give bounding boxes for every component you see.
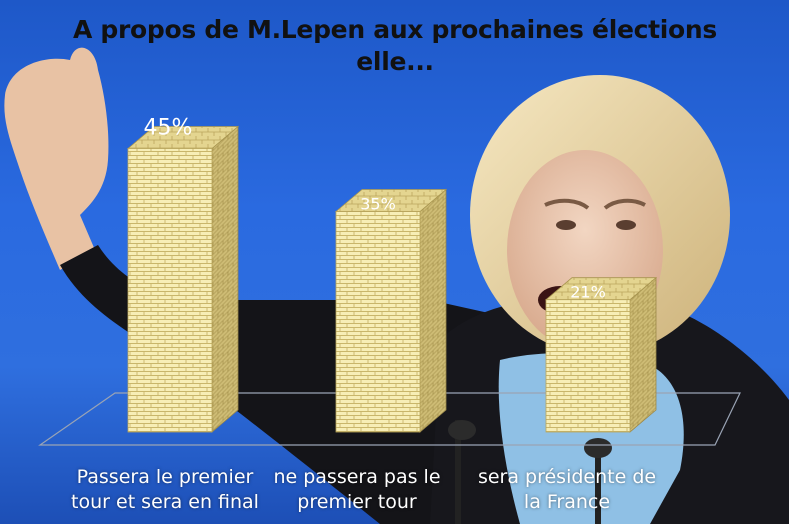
bar-3-side	[629, 276, 657, 433]
bar-2-front	[335, 211, 421, 433]
bar-1-front	[127, 148, 213, 433]
bar-1	[126, 125, 240, 433]
raised-hand	[4, 47, 109, 270]
chart-title-line-1: A propos de M.Lepen aux prochaines élect…	[72, 15, 718, 44]
chart-title-line-2: elle...	[356, 47, 434, 76]
bars-group	[126, 125, 658, 433]
bar-1-side	[211, 125, 239, 433]
category-label-1-line-1: Passera le premier	[76, 466, 254, 488]
category-label-1: Passera le premier tour et sera en final	[60, 465, 270, 515]
category-label-2: ne passera pas le premier tour	[252, 465, 462, 515]
chart-floor	[38, 392, 741, 446]
value-label-3: 21%	[570, 283, 606, 302]
category-label-3-line-2: la France	[523, 491, 611, 513]
chart-title: A propos de M.Lepen aux prochaines élect…	[60, 14, 730, 78]
value-labels-group: 45% 35% 21%	[144, 116, 606, 302]
category-label-2-line-1: ne passera pas le	[273, 466, 441, 488]
value-label-2: 35%	[360, 195, 396, 214]
category-label-3-line-1: sera présidente de	[477, 466, 657, 488]
category-label-2-line-2: premier tour	[297, 491, 417, 513]
bar-2-side	[419, 188, 447, 433]
bar-2	[334, 188, 448, 433]
bar-3-front	[545, 299, 631, 433]
category-label-1-line-2: tour et sera en final	[71, 491, 259, 513]
value-label-1: 45%	[144, 116, 193, 141]
bar-3	[544, 276, 658, 433]
category-label-3: sera présidente de la France	[462, 465, 672, 515]
